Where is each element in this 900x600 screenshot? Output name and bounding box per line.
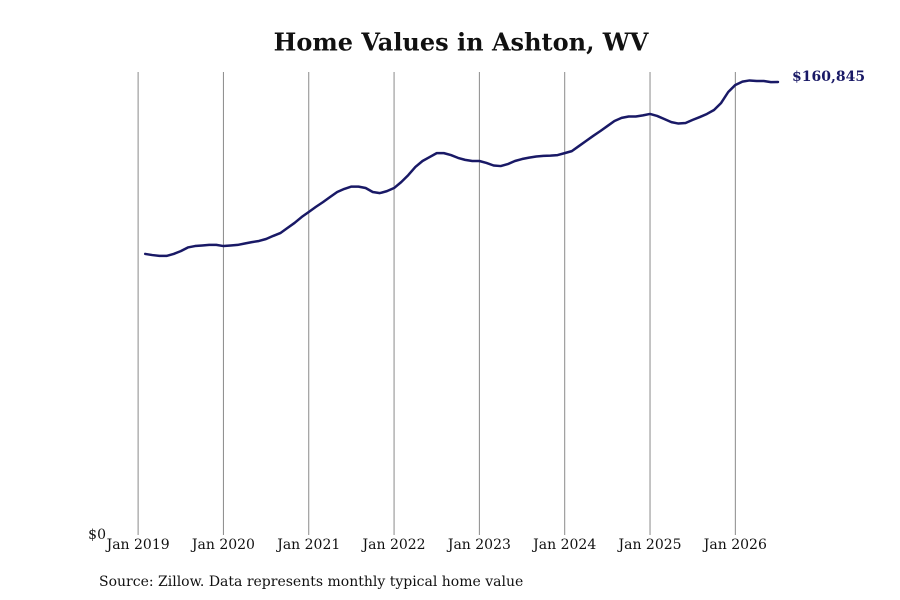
- x-tick-label: Jan 2026: [702, 537, 767, 553]
- x-tick-label: Jan 2021: [275, 537, 340, 553]
- x-tick-label: Jan 2023: [446, 537, 511, 553]
- x-tick-label: Jan 2019: [105, 537, 170, 553]
- x-tick-label: Jan 2022: [361, 537, 426, 553]
- chart-title: Home Values in Ashton, WV: [274, 28, 649, 57]
- x-tick-label: Jan 2025: [616, 537, 681, 553]
- line: [143, 79, 780, 258]
- source-note: Source: Zillow. Data represents monthly …: [99, 574, 523, 590]
- x-tick-label: Jan 2024: [531, 537, 596, 553]
- y-tick-label: $0: [88, 527, 106, 543]
- x-tick-label: Jan 2020: [190, 537, 255, 553]
- value-label: $160,845: [792, 69, 865, 85]
